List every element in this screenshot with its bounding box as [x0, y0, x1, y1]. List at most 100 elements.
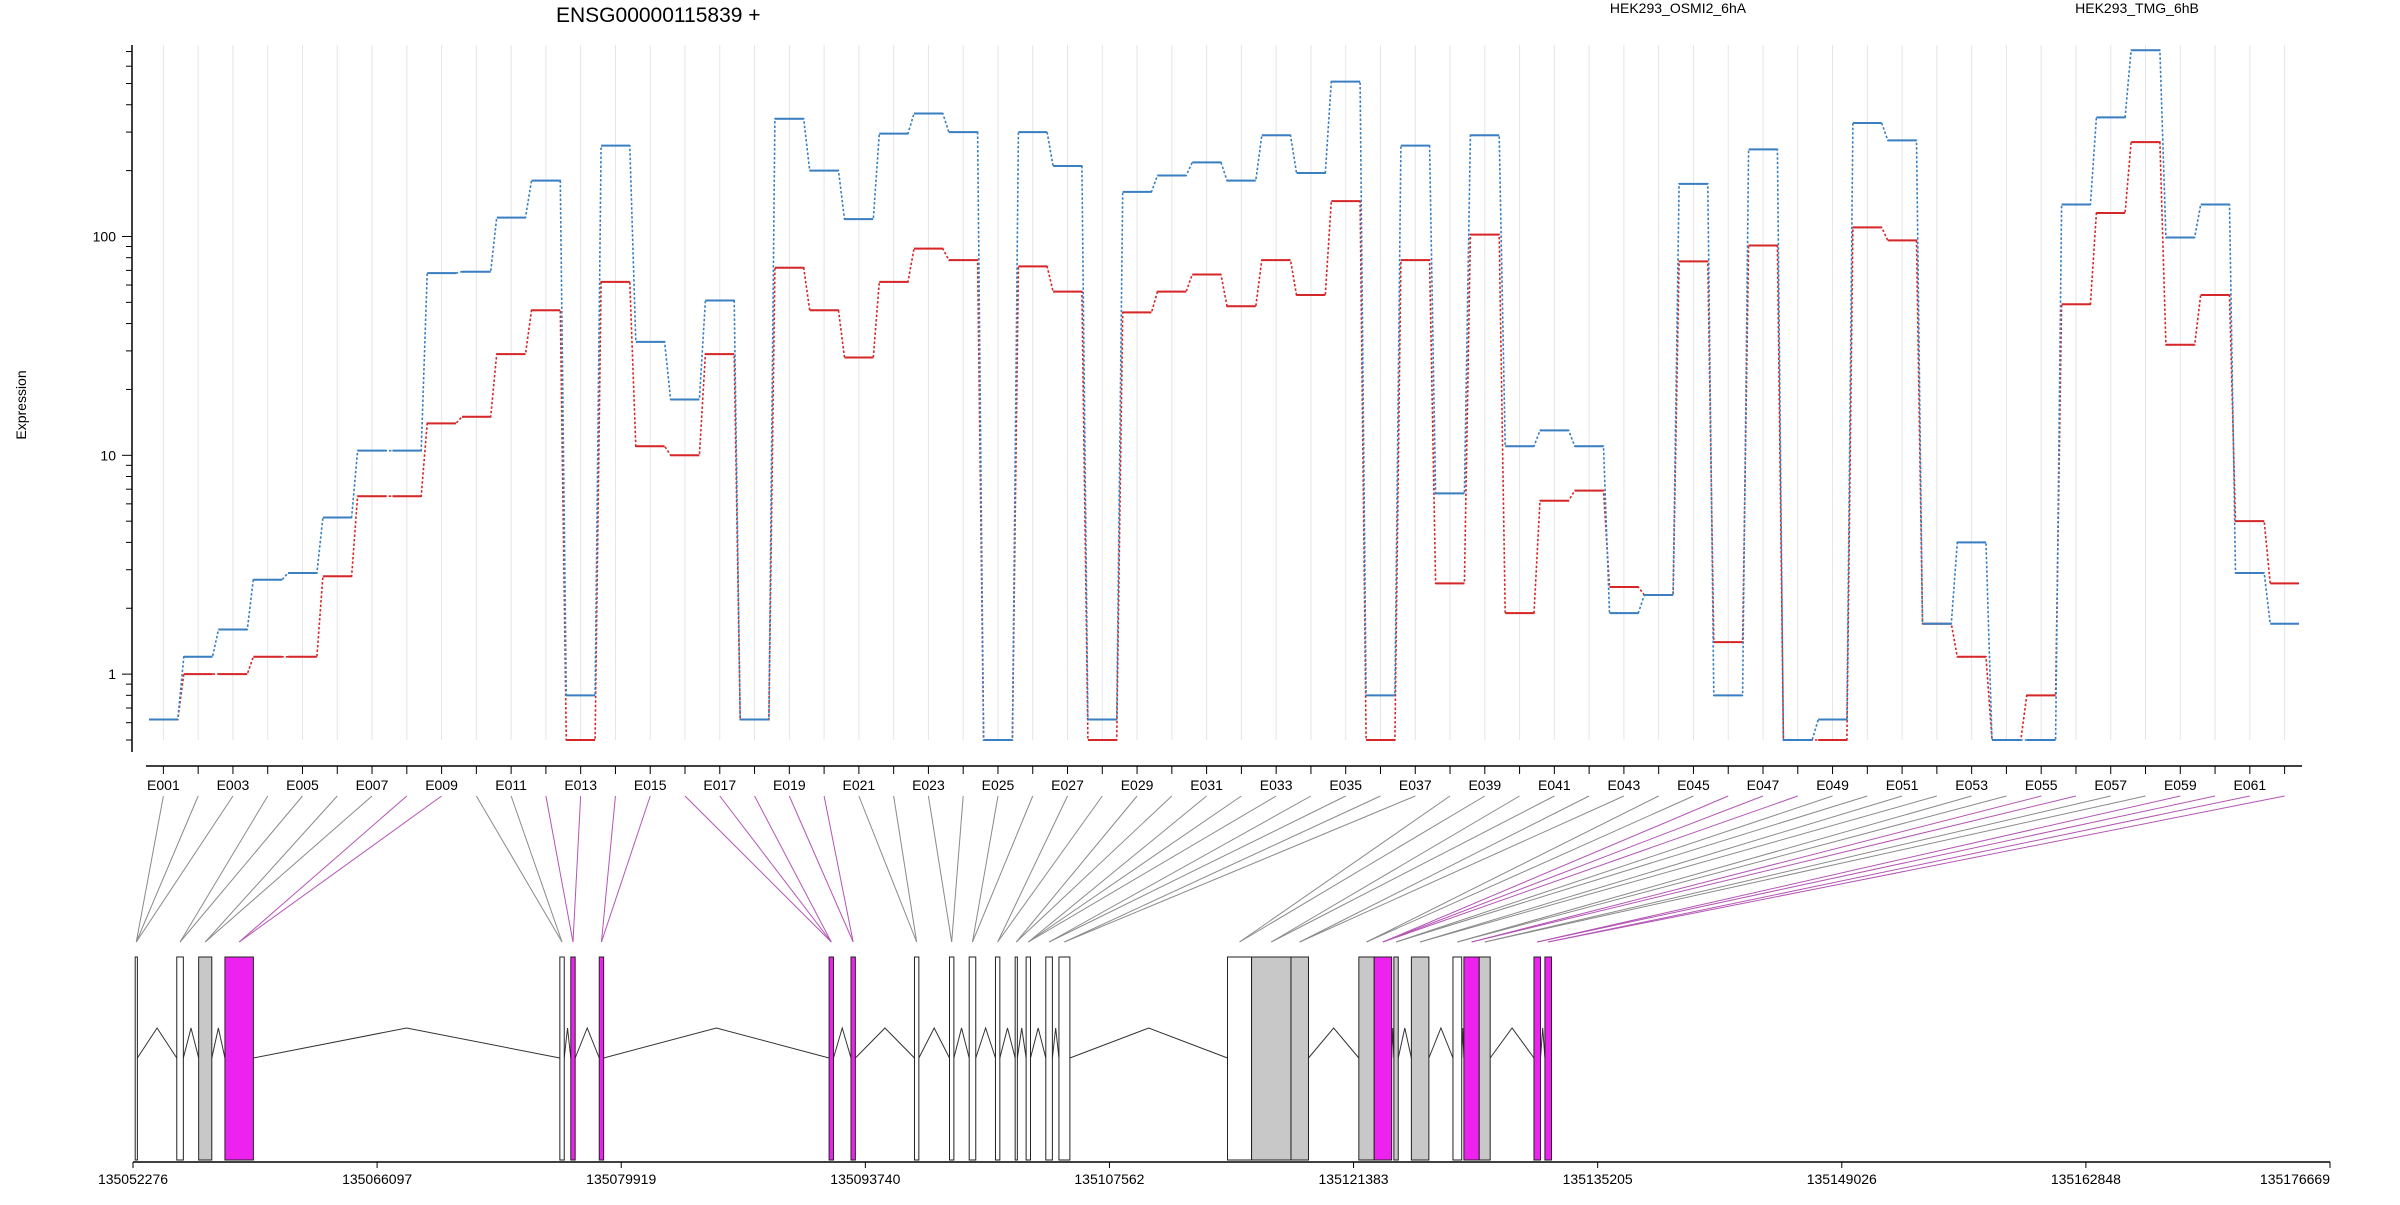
exon-box: [850, 956, 856, 1161]
x-tick-label: E049: [1816, 777, 1849, 793]
exon-box: [559, 956, 565, 1161]
intron: [136, 1027, 178, 1059]
intron: [953, 1027, 970, 1059]
exon-connector: [1537, 795, 2181, 943]
exon-connector: [1419, 795, 1938, 943]
exon-connector: [893, 795, 918, 943]
x-tick-label: E061: [2233, 777, 2266, 793]
x-tick-label: E035: [1329, 777, 1362, 793]
x-tick-label: E051: [1886, 777, 1919, 793]
exon-connector: [951, 795, 964, 943]
exon-box: [994, 956, 1001, 1161]
genome-tick-label: 135162848: [2051, 1171, 2121, 1187]
exon-box: [968, 956, 977, 1161]
intron: [855, 1027, 915, 1059]
exon-connector: [684, 795, 832, 943]
exon-connector: [1382, 795, 1764, 943]
exon-connector: [1471, 795, 2077, 943]
exon-box: [134, 956, 138, 1161]
intron: [574, 1026, 600, 1059]
exon-connector: [238, 795, 408, 943]
exon-connector: [1064, 795, 1416, 943]
exon-box: [1373, 956, 1393, 1161]
x-tick-label: E055: [2025, 777, 2058, 793]
exon-box: [948, 956, 955, 1161]
y-axis-label: Expression: [13, 370, 29, 439]
exon-connector: [823, 795, 854, 943]
exon-connector: [1048, 795, 1346, 943]
x-tick-label: E037: [1399, 777, 1432, 793]
exon-connector: [858, 795, 918, 943]
exon-box: [1463, 956, 1480, 1161]
series-line-0: [149, 141, 2299, 741]
exon-connector: [572, 795, 582, 943]
exon-connector: [545, 795, 574, 943]
x-tick-label: E023: [912, 777, 945, 793]
exon-connector: [179, 795, 269, 943]
exon-connector: [1395, 795, 1833, 943]
exon-connector: [1395, 795, 1868, 943]
exon-connector: [1015, 795, 1173, 943]
genome-tick-label: 135066097: [342, 1171, 412, 1187]
exon-box: [1014, 956, 1018, 1161]
y-axis: 1 10 100: [93, 45, 133, 752]
exon-box: [1544, 956, 1552, 1161]
x-tick-label: E025: [982, 777, 1015, 793]
genome-tick-label: 135135205: [1563, 1171, 1633, 1187]
y-tick-label: 100: [93, 228, 117, 244]
intron: [563, 1027, 572, 1059]
x-tick-label: E019: [773, 777, 806, 793]
grid-lines: [162, 45, 2286, 740]
intron: [253, 1027, 560, 1059]
exon-connector: [1239, 795, 1451, 943]
exon-connector: [1382, 795, 1798, 943]
intron: [999, 1027, 1016, 1059]
intron: [1030, 1027, 1047, 1059]
exon-connector: [1548, 795, 2250, 943]
exon-connector: [1419, 795, 1903, 943]
exon-connector: [1028, 795, 1242, 943]
y-tick-label: 1: [108, 666, 116, 682]
exon-connector: [788, 795, 854, 943]
exon-connector: [179, 795, 303, 943]
exon-connector: [238, 795, 442, 943]
x-tick-label: E021: [843, 777, 876, 793]
x-tick-label: E059: [2164, 777, 2197, 793]
x-tick-label: E027: [1051, 777, 1084, 793]
chart-title: ENSG00000115839 +: [556, 4, 761, 27]
x-tick-label: E029: [1121, 777, 1154, 793]
genome-tick-label: 135052276: [98, 1171, 168, 1187]
exon-connector: [1457, 795, 2007, 943]
x-tick-label: E041: [1538, 777, 1571, 793]
exon-connectors: [135, 795, 2285, 943]
legend-series-1: HEK293_TMG_6hB: [2075, 0, 2199, 16]
intron: [603, 1027, 830, 1059]
exon-connector: [135, 795, 164, 943]
exon-connector: [1028, 795, 1277, 943]
intron: [1397, 1027, 1412, 1059]
intron: [182, 1027, 200, 1059]
exon-box: [598, 956, 605, 1161]
exon-box: [1393, 956, 1399, 1161]
exon-connector: [1299, 795, 1590, 943]
x-tick-label: E013: [564, 777, 597, 793]
intron: [1489, 1027, 1535, 1059]
intron: [1540, 1027, 1546, 1059]
genome-tick-label: 135079919: [586, 1171, 656, 1187]
x-tick-label: E007: [356, 777, 389, 793]
exon-connector: [1382, 795, 1729, 943]
x-tick-label: E005: [286, 777, 319, 793]
exon-connector: [1239, 795, 1486, 943]
exon-box: [1058, 956, 1071, 1161]
exon-connector: [1048, 795, 1312, 943]
y-tick-label: 10: [100, 447, 116, 463]
intron: [1051, 1027, 1060, 1059]
exon-connector: [204, 795, 338, 943]
x-tick-label: E047: [1747, 777, 1780, 793]
exon-connector: [600, 795, 651, 943]
exon-connector: [997, 795, 1103, 943]
x-tick-label: E017: [703, 777, 736, 793]
exon-box: [1227, 956, 1253, 1161]
x-tick-label: E039: [1468, 777, 1501, 793]
